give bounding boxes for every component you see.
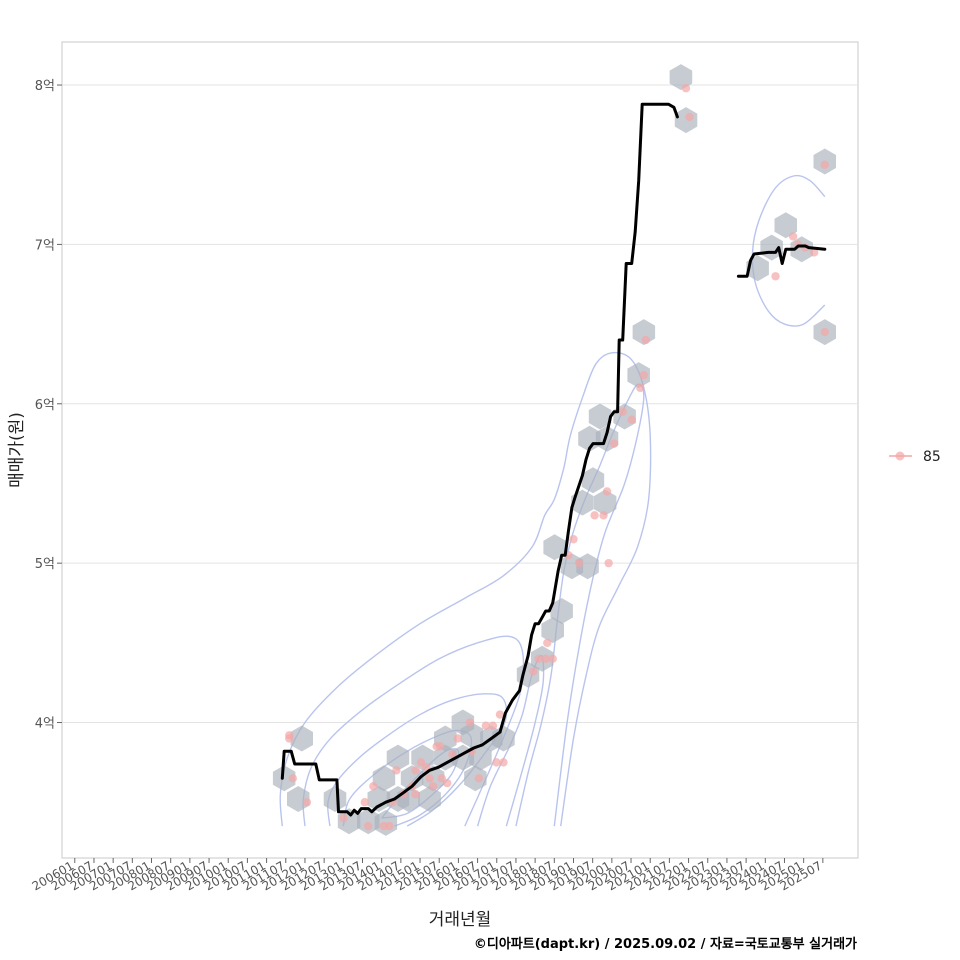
y-tick-label: 8억 (35, 79, 55, 94)
price-point (492, 758, 501, 767)
hexbin-cell (627, 362, 650, 389)
hexbin-cell (386, 744, 410, 771)
hexbin-cell (746, 255, 769, 282)
hexbin-cell (774, 212, 797, 239)
hexbin-cell (576, 553, 599, 580)
price-point (465, 718, 475, 727)
price-point (474, 774, 484, 783)
price-point (443, 778, 452, 788)
price-point (685, 112, 694, 122)
price-point (681, 84, 691, 93)
price-point (599, 511, 608, 520)
price-point (574, 558, 584, 568)
x-axis-title: 거래년월 (429, 910, 492, 930)
price-point (411, 766, 420, 775)
price-point (411, 790, 420, 799)
price-point (448, 750, 457, 759)
price-point (428, 782, 438, 791)
price-point (820, 327, 829, 337)
price-point (639, 370, 649, 380)
price-point (590, 511, 599, 520)
price-point (609, 439, 619, 448)
price-point (488, 721, 498, 730)
hexbin-cell (550, 598, 573, 624)
hexbin-cell (272, 765, 296, 792)
legend-marker (895, 451, 905, 461)
y-tick-label: 5억 (35, 557, 55, 572)
price-point (543, 638, 552, 648)
price-point (604, 558, 613, 568)
price-point (548, 654, 557, 663)
price-point (385, 821, 394, 831)
grid-lines (62, 84, 858, 724)
y-tick-label: 4억 (35, 717, 55, 732)
source-caption: ©디아파트(dapt.kr) / 2025.09.02 / 자료=국토교통부 실… (474, 936, 857, 952)
price-point (453, 734, 462, 743)
price-point (641, 335, 650, 345)
price-point (810, 248, 819, 257)
y-axis-ticks: 4억 5억 6억 7억 8억 (35, 79, 62, 732)
price-point (302, 798, 312, 807)
price-point (435, 742, 445, 751)
y-tick-label: 6억 (35, 398, 55, 413)
price-point (788, 232, 798, 241)
price-point (820, 160, 829, 169)
density-contour (751, 174, 826, 327)
hexbin-cell (588, 403, 612, 430)
hexbin-cell (372, 765, 396, 792)
legend: 85 (889, 449, 941, 465)
price-point (392, 766, 401, 775)
hexbin-cell (669, 64, 693, 91)
price-point (602, 487, 612, 496)
hexbin-cell (287, 786, 310, 812)
x-axis-ticks: 2006012006072007012007072008012008072009… (30, 858, 824, 894)
price-point (627, 415, 636, 424)
hexbin-cell (290, 725, 313, 752)
hexbin-cell (367, 786, 391, 812)
price-point (437, 774, 446, 783)
hexbin-cell (323, 786, 347, 812)
price-point (285, 734, 294, 743)
trend-line-main (280, 102, 679, 817)
hexbin-cell (541, 617, 564, 644)
hexbin-cell (581, 467, 605, 494)
hexbin-cell (460, 722, 484, 749)
hexbin-cell (543, 534, 566, 561)
y-axis-title: 매매가(원) (7, 412, 27, 488)
price-point (360, 798, 369, 807)
price-point (288, 774, 298, 783)
trend-line-recent (736, 244, 827, 278)
y-tick-label: 7억 (35, 238, 55, 253)
price-point (481, 721, 491, 730)
density-contour (279, 351, 652, 827)
price-point (534, 654, 543, 663)
price-point (495, 710, 505, 719)
hexbin-cell (578, 425, 601, 452)
hexbin-cell (593, 489, 617, 516)
price-point (364, 821, 373, 831)
trend-lines (280, 102, 827, 817)
price-point (421, 762, 431, 772)
price-point (541, 654, 550, 663)
legend-label: 85 (923, 449, 941, 465)
price-point (771, 272, 780, 281)
hexbin-cell (418, 786, 441, 812)
price-point (618, 407, 627, 416)
price-point (636, 383, 645, 393)
price-point (529, 667, 538, 676)
hexbin-cell (357, 808, 380, 835)
price-point (499, 758, 508, 767)
price-point (569, 535, 578, 544)
price-point (339, 813, 348, 823)
price-point (425, 774, 434, 783)
price-point (369, 782, 378, 791)
